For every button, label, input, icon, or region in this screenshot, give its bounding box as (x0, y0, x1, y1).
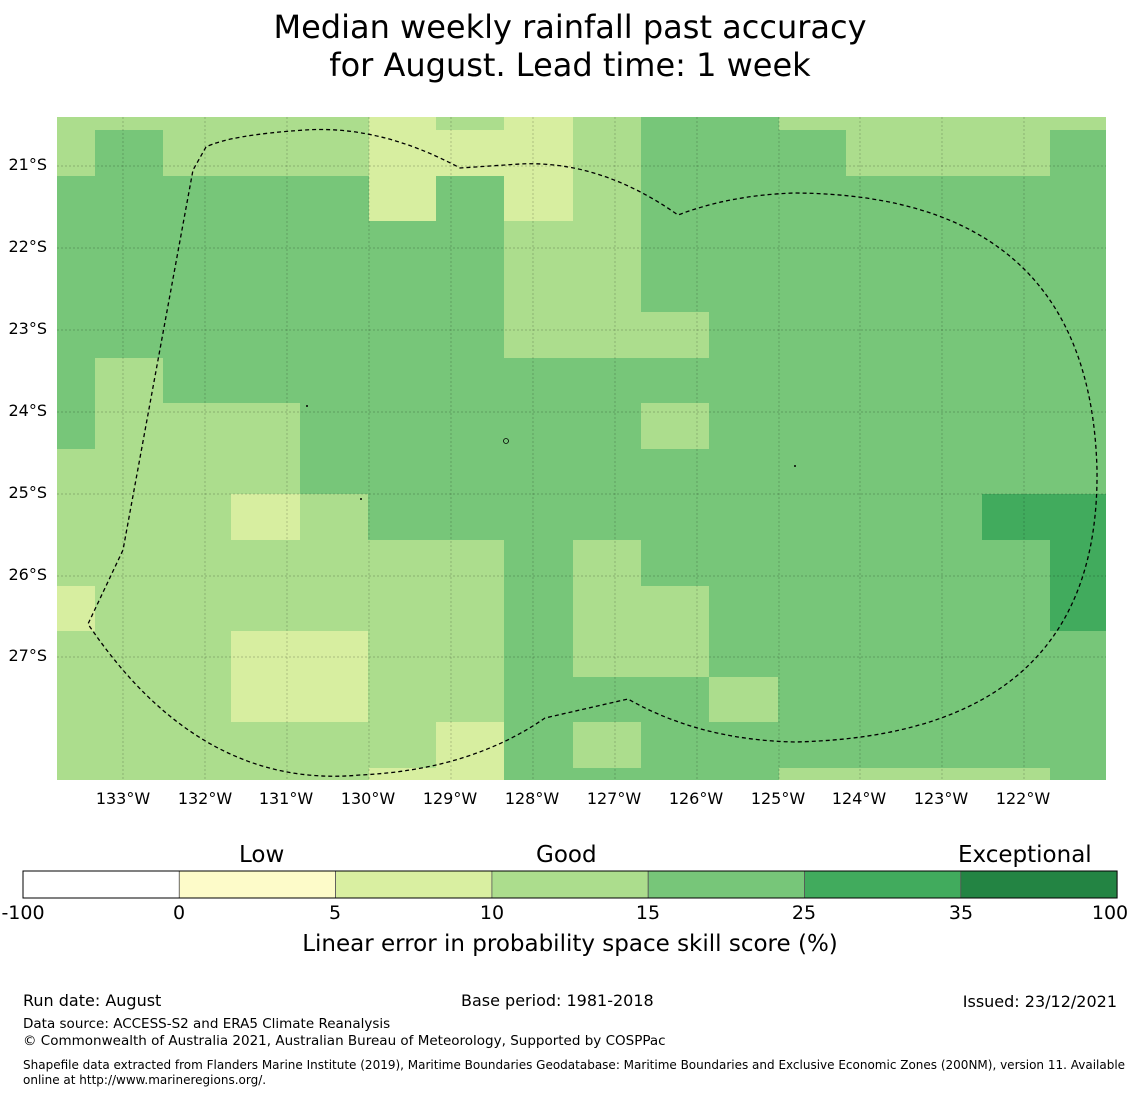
base-period: Base period: 1981-2018 (461, 991, 654, 1010)
skill-grid-cells (57, 117, 1106, 780)
shapefile-credit-line1: Shapefile data extracted from Flanders M… (23, 1058, 1126, 1072)
lon-label: 128°W (504, 789, 560, 808)
legend-category-low: Low (239, 842, 285, 868)
issued-date: Issued: 23/12/2021 (962, 992, 1117, 1011)
run-date: Run date: August (23, 991, 162, 1010)
lat-label: 27°S (8, 646, 47, 665)
lon-label: 130°W (340, 789, 396, 808)
skill-cell (709, 677, 778, 722)
skill-cell (1050, 117, 1106, 130)
skill-cell (436, 130, 504, 176)
skill-cell (504, 312, 709, 358)
colorbar-segment (178, 870, 337, 899)
skill-cell (95, 117, 163, 130)
skill-cell (573, 722, 641, 768)
skill-cell (369, 117, 436, 221)
skill-cell (57, 117, 95, 176)
colorbar-tick: 15 (635, 902, 661, 924)
legend-category-good: Good (536, 842, 597, 868)
colorbar-outline (22, 870, 1118, 899)
lon-label: 122°W (995, 789, 1051, 808)
copyright: © Commonwealth of Australia 2021, Austra… (23, 1033, 666, 1049)
lat-label: 25°S (8, 483, 47, 502)
colorbar-tick: 25 (791, 902, 817, 924)
legend-category-exceptional: Exceptional (958, 842, 1092, 868)
colorbar-segment (335, 870, 493, 899)
skill-cell (504, 221, 641, 312)
colorbar-segment (647, 870, 805, 899)
skill-cell (573, 540, 641, 586)
skill-cell (300, 494, 368, 540)
skill-cell (846, 130, 1050, 176)
skill-cell (1050, 540, 1106, 631)
lon-label: 133°W (95, 789, 151, 808)
eez-boundary (87, 128, 1098, 777)
colorbar-tick: -100 (1, 902, 45, 924)
skill-cell (95, 358, 163, 449)
skill-cell (641, 403, 709, 449)
lat-label: 24°S (8, 401, 47, 420)
skill-cell (163, 117, 369, 176)
lon-label: 132°W (177, 789, 233, 808)
colorbar-tick: 5 (328, 902, 342, 924)
skill-cell (369, 768, 436, 780)
colorbar-segment (960, 870, 1118, 899)
colorbar-segment (804, 870, 962, 899)
skill-cell (573, 586, 709, 677)
colorbar-tick: 35 (948, 902, 974, 924)
colorbar-segment (22, 870, 180, 899)
map-title-line2: for August. Lead time: 1 week (329, 46, 811, 84)
lon-label: 127°W (586, 789, 642, 808)
skill-cell (436, 117, 504, 130)
skill-cell (982, 494, 1106, 540)
lat-label: 23°S (8, 319, 47, 338)
skill-cell (436, 722, 504, 780)
lon-label: 124°W (831, 789, 887, 808)
lon-label: 129°W (422, 789, 478, 808)
skill-cell (57, 586, 95, 631)
lat-label: 21°S (8, 155, 47, 174)
colorbar (22, 870, 1118, 899)
skill-cell (231, 631, 368, 722)
skill-cell (231, 494, 300, 540)
data-source: Data source: ACCESS-S2 and ERA5 Climate … (23, 1016, 391, 1032)
island-marks (306, 405, 796, 500)
map-title-line1: Median weekly rainfall past accuracy (273, 8, 867, 46)
shapefile-credit-line2: online at http://www.marineregions.org/. (23, 1073, 267, 1087)
lon-label: 123°W (913, 789, 969, 808)
colorbar-segment (491, 870, 649, 899)
lon-label: 126°W (668, 789, 724, 808)
skill-cell (573, 117, 641, 221)
colorbar-tick: 100 (1091, 902, 1129, 924)
lat-label: 22°S (8, 237, 47, 256)
colorbar-tick: 10 (479, 902, 505, 924)
colorbar-label: Linear error in probability space skill … (302, 931, 838, 957)
skill-cell (779, 768, 1050, 780)
colorbar-tick: 0 (172, 902, 186, 924)
skill-cell (779, 117, 1050, 130)
graticule-lines (57, 117, 1106, 780)
lon-label: 125°W (750, 789, 806, 808)
lon-label: 131°W (258, 789, 314, 808)
lat-label: 26°S (8, 565, 47, 584)
skill-cell (504, 117, 573, 221)
